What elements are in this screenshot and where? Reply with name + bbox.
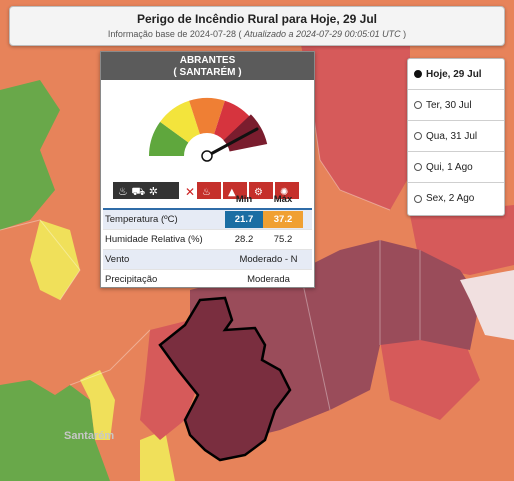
day-option-4[interactable]: Sex, 2 Ago: [408, 183, 504, 214]
humidity-min: 28.2: [234, 234, 254, 245]
col-max: Máx: [273, 193, 293, 205]
svg-text:♨: ♨: [202, 187, 211, 198]
map-region-yellow-lower[interactable]: [140, 430, 175, 481]
gauge-needle: [205, 127, 259, 158]
map-region-red-east[interactable]: [410, 205, 514, 275]
svg-text:♨ ⛟ ✲: ♨ ⛟ ✲: [118, 185, 158, 198]
forbidden-mark-icon: ✕: [185, 185, 195, 199]
map-region-green-southwest[interactable]: [0, 380, 110, 481]
info-suffix: ): [403, 29, 407, 39]
day-label: Sex, 2 Ago: [426, 193, 475, 204]
precipitation-value: Moderada: [247, 274, 290, 285]
day-label: Hoje, 29 Jul: [426, 68, 482, 80]
info-updated: Atualizado a 2024-07-29 00:05:01 UTC: [243, 29, 401, 39]
wind-value: Moderado - N: [239, 254, 298, 265]
svg-text:✺: ✺: [280, 187, 288, 198]
popup-header: ABRANTES ( SANTARÉM ): [101, 52, 314, 80]
forbidden-bbq-icon: [249, 182, 273, 199]
radio-icon[interactable]: [414, 163, 422, 171]
map-region-red-southeast[interactable]: [380, 330, 480, 420]
map-region-red-north[interactable]: [300, 40, 410, 210]
activity-icons: ♨ ⛟ ✲ ✕ ♨ ▲ ⚙ ✺: [113, 182, 299, 199]
district-name: ( SANTARÉM ): [173, 67, 242, 78]
gauge-hub: [201, 150, 213, 162]
map-region-yellow-south[interactable]: [80, 370, 115, 440]
radio-icon[interactable]: [414, 132, 422, 140]
temperature-min: 21.7: [225, 211, 263, 228]
risk-gauge: [149, 97, 268, 162]
day-option-3[interactable]: Qui, 1 Ago: [408, 152, 504, 183]
gauge-segment-moderado: [160, 100, 200, 143]
day-label: Qua, 31 Jul: [426, 130, 478, 142]
temperature-max: 37.2: [263, 211, 303, 228]
map-place-label: Santarém: [64, 430, 115, 442]
wind-label: Vento: [105, 254, 130, 265]
day-label: Qui, 1 Ago: [426, 161, 473, 173]
municipality-name: ABRANTES: [179, 55, 236, 66]
svg-text:▲: ▲: [228, 187, 236, 198]
map-region-green-west[interactable]: [0, 80, 60, 230]
gauge-segment-elevado: [189, 97, 225, 135]
table-row-humidity: Humidade Relativa (%) 28.2 75.2: [103, 230, 312, 250]
day-label: Ter, 30 Jul: [426, 99, 472, 111]
table-row-precipitation: Precipitação Moderada: [103, 270, 312, 289]
allowed-activities-icon: [113, 182, 179, 199]
radio-selected-icon[interactable]: [414, 70, 422, 78]
page-title: Perigo de Incêndio Rural para Hoje, 29 J…: [136, 12, 378, 26]
info-prefix: Informação base de 2024-07-28 (: [107, 29, 242, 39]
forecast-header: Perigo de Incêndio Rural para Hoje, 29 J…: [9, 6, 505, 46]
abrantes-highlight[interactable]: [158, 296, 292, 462]
radio-icon[interactable]: [414, 101, 422, 109]
forbidden-fire-icon: [197, 182, 221, 199]
forbidden-burn-icon: [223, 182, 247, 199]
day-option-2[interactable]: Qua, 31 Jul: [408, 121, 504, 152]
col-min: Min: [235, 193, 253, 205]
precipitation-label: Precipitação: [105, 274, 158, 285]
gauge-segment-reduzido: [149, 121, 189, 156]
temperature-label: Temperatura (ºC): [105, 214, 178, 225]
svg-text:⚙: ⚙: [254, 187, 263, 198]
day-selector: Hoje, 29 Jul Ter, 30 Jul Qua, 31 Jul Qui…: [407, 58, 505, 216]
table-header: Min Máx: [103, 190, 312, 210]
map-region-yellow-west[interactable]: [30, 220, 80, 300]
table-row-wind: Vento Moderado - N: [103, 250, 312, 270]
gauge-segment-muito-elevado: [214, 100, 254, 143]
info-line: Informação base de 2024-07-28 ( Atualiza…: [10, 29, 504, 39]
table-row-temperature: Temperatura (ºC) 21.7 37.2: [103, 210, 312, 230]
forbidden-fireworks-icon: [275, 182, 299, 199]
weather-table: Min Máx Temperatura (ºC) 21.7 37.2 Humid…: [103, 190, 312, 289]
map-region-low-east[interactable]: [460, 270, 514, 340]
humidity-max: 75.2: [273, 234, 293, 245]
humidity-label: Humidade Relativa (%): [105, 234, 203, 245]
day-option-0[interactable]: Hoje, 29 Jul: [408, 59, 504, 90]
day-option-1[interactable]: Ter, 30 Jul: [408, 90, 504, 121]
radio-icon[interactable]: [414, 194, 422, 203]
municipality-popup: ABRANTES ( SANTARÉM ) ♨ ⛟ ✲ ✕ ♨ ▲ ⚙ ✺ Mi…: [100, 51, 315, 288]
